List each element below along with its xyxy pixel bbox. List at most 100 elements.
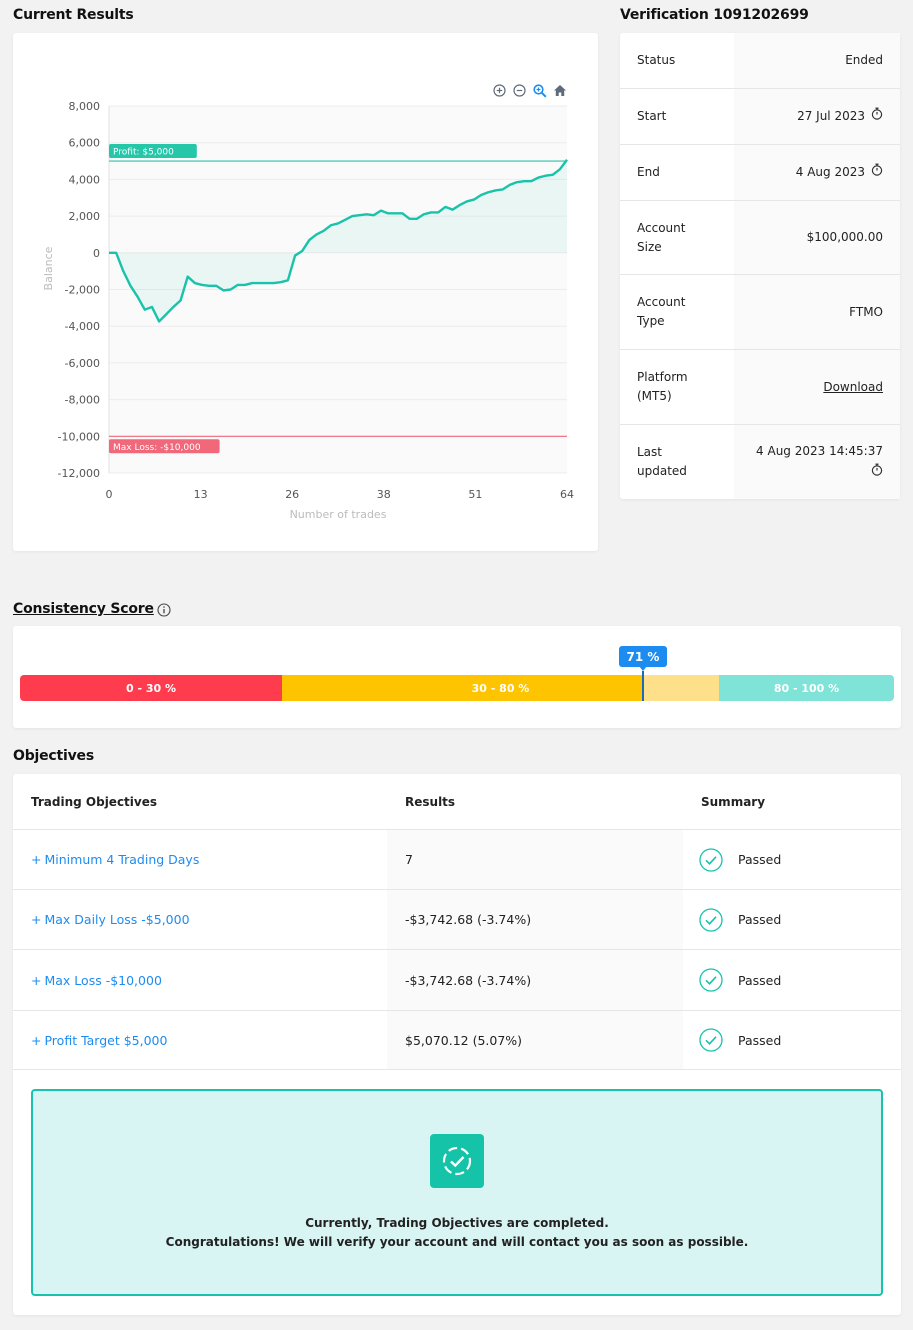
objectives-card: Trading Objectives Results Summary + Mini…	[13, 774, 901, 1315]
x-tick-label: 26	[285, 488, 299, 501]
y-tick-label: 8,000	[69, 100, 101, 113]
result-value: $5,070.12 (5.07%)	[387, 1011, 683, 1069]
y-axis-title: Balance	[42, 246, 55, 290]
reference-label-text: Profit: $5,000	[113, 148, 174, 158]
verification-card: Status Ended Start 27 Jul 2023 End 4 Aug…	[620, 33, 900, 499]
completed-check-icon	[430, 1134, 484, 1188]
reference-label-text: Max Loss: -$10,000	[113, 443, 201, 453]
status-label: Status	[637, 53, 676, 67]
last-updated-label: Last updated	[637, 445, 687, 478]
consistency-segment-high: 80 - 100 %	[719, 675, 894, 701]
table-row: + Profit Target $5,000 $5,070.12 (5.07%) …	[13, 1010, 901, 1070]
table-row: + Max Daily Loss -$5,000 -$3,742.68 (-3.7…	[13, 889, 901, 949]
x-axis-title: Number of trades	[290, 508, 387, 521]
header-results: Results	[405, 795, 456, 809]
verification-row-start: Start 27 Jul 2023	[620, 89, 900, 145]
objective-profit-target[interactable]: + Profit Target $5,000	[31, 1032, 168, 1048]
result-value: -$3,742.68 (-3.74%)	[387, 890, 683, 949]
header-trading-objectives: Trading Objectives	[31, 795, 158, 809]
summary-status: Passed	[738, 852, 782, 867]
x-tick-label: 0	[106, 488, 113, 501]
start-label: Start	[637, 109, 667, 123]
result-value: -$3,742.68 (-3.74%)	[387, 950, 683, 1010]
balance-line	[109, 159, 568, 323]
completed-message: Currently, Trading Objectives are comple…	[165, 1216, 749, 1249]
y-tick-label: -4,000	[65, 320, 100, 333]
status-value: Ended	[734, 33, 900, 88]
objective-minimum-trading-days[interactable]: + Minimum 4 Trading Days	[31, 852, 200, 867]
result-value: 7	[387, 830, 683, 889]
consistency-segment-mid: 30 - 80 %	[282, 675, 719, 701]
consistency-marker-arrow	[639, 666, 647, 671]
consistency-marker-line	[642, 671, 644, 701]
series-area	[109, 159, 567, 322]
home-icon[interactable]	[551, 82, 568, 99]
check-circle-icon	[699, 907, 723, 932]
account-size-value: $100,000.00	[734, 201, 900, 274]
start-value: 27 Jul 2023	[734, 89, 900, 144]
objective-max-daily-loss[interactable]: + Max Daily Loss -$5,000	[31, 912, 190, 927]
reference-label-bg	[109, 144, 197, 159]
verification-row-end: End 4 Aug 2023	[620, 145, 900, 201]
account-type-label: Account Type	[637, 295, 686, 328]
verification-row-account-size: Account Size $100,000.00	[620, 201, 900, 275]
end-label: End	[637, 165, 660, 179]
consistency-score-marker: 71 %	[619, 646, 667, 667]
zoom-out-icon[interactable]	[511, 82, 528, 99]
y-tick-label: -6,000	[65, 357, 100, 370]
x-tick-label: 38	[377, 488, 391, 501]
y-tick-label: 2,000	[69, 210, 101, 223]
current-results-title: Current Results	[13, 7, 134, 23]
table-row: + Minimum 4 Trading Days 7 Passed	[13, 829, 901, 889]
end-value: 4 Aug 2023	[734, 145, 900, 200]
chart-toolbar	[491, 82, 568, 99]
stopwatch-icon	[871, 463, 883, 482]
verification-row-status: Status Ended	[620, 33, 900, 89]
x-tick-label: 64	[560, 488, 574, 501]
table-row: + Max Loss -$10,000 -$3,742.68 (-3.74%) P…	[13, 949, 901, 1010]
reference-label-bg	[109, 439, 220, 454]
consistency-segment-low: 0 - 30 %	[20, 675, 282, 701]
summary-cell: Passed	[699, 950, 781, 1010]
verification-row-account-type: Account Type FTMO	[620, 275, 900, 350]
zoom-in-icon[interactable]	[491, 82, 508, 99]
balance-chart-card: 8,000 6,000 4,000 2,000 0 -2,000 -4,000 -6,000 -…	[13, 33, 598, 551]
verification-row-last-updated: Last updated 4 Aug 2023 14:45:37	[620, 425, 900, 499]
x-tick-label: 13	[194, 488, 208, 501]
info-icon[interactable]	[157, 602, 171, 621]
y-tick-label: -12,000	[58, 467, 100, 480]
consistency-score-card: 0 - 30 % 30 - 80 % 80 - 100 % 71 %	[13, 626, 901, 728]
stopwatch-icon	[871, 163, 883, 182]
account-size-label: Account Size	[637, 220, 686, 254]
last-updated-value: 4 Aug 2023 14:45:37	[734, 425, 900, 499]
y-tick-label: 0	[93, 247, 100, 260]
download-link[interactable]: Download	[823, 379, 883, 394]
summary-status: Passed	[738, 912, 782, 927]
check-circle-icon	[699, 1028, 723, 1052]
header-summary: Summary	[701, 795, 766, 809]
objective-max-loss[interactable]: + Max Loss -$10,000	[31, 972, 162, 988]
zoom-icon[interactable]	[531, 82, 548, 99]
objectives-completed-banner: Currently, Trading Objectives are comple…	[31, 1089, 883, 1296]
y-tick-label: -10,000	[58, 430, 100, 443]
profit-target-label: Profit: $5,000	[109, 144, 197, 159]
check-circle-icon	[699, 968, 723, 992]
max-loss-label: Max Loss: -$10,000	[109, 439, 220, 454]
y-tick-label: 4,000	[69, 173, 101, 186]
verification-row-platform: Platform (MT5) Download	[620, 350, 900, 425]
verification-title: Verification 1091202699	[620, 7, 809, 23]
y-tick-label: -2,000	[65, 284, 100, 297]
summary-status: Passed	[738, 972, 782, 988]
summary-status: Passed	[738, 1032, 782, 1048]
consistency-score-title[interactable]: Consistency Score	[13, 601, 154, 617]
platform-label: Platform (MT5)	[637, 370, 688, 403]
platform-value: Download	[734, 350, 900, 424]
y-tick-label: 6,000	[69, 137, 101, 150]
check-circle-icon	[699, 847, 723, 872]
summary-cell: Passed	[699, 1011, 781, 1069]
y-tick-label: -8,000	[65, 394, 100, 407]
summary-cell: Passed	[699, 830, 781, 889]
stopwatch-icon	[871, 107, 883, 126]
account-type-value: FTMO	[734, 275, 900, 349]
summary-cell: Passed	[699, 890, 781, 949]
